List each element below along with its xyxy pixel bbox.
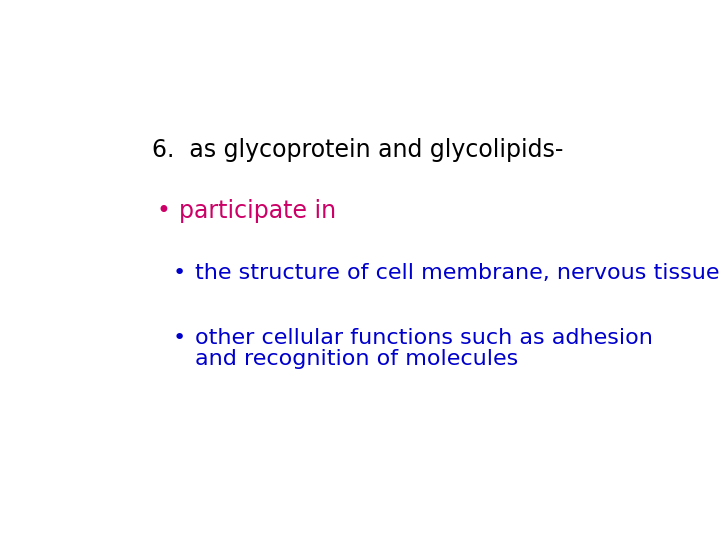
Text: •: • bbox=[173, 262, 186, 283]
Text: and recognition of molecules: and recognition of molecules bbox=[194, 349, 518, 369]
Text: the structure of cell membrane, nervous tissues: the structure of cell membrane, nervous … bbox=[194, 262, 720, 283]
Text: participate in: participate in bbox=[179, 199, 336, 223]
Text: 6.  as glycoprotein and glycolipids-: 6. as glycoprotein and glycolipids- bbox=[152, 138, 563, 161]
Text: •: • bbox=[157, 199, 171, 223]
Text: other cellular functions such as adhesion: other cellular functions such as adhesio… bbox=[194, 328, 652, 348]
Text: •: • bbox=[173, 328, 186, 348]
